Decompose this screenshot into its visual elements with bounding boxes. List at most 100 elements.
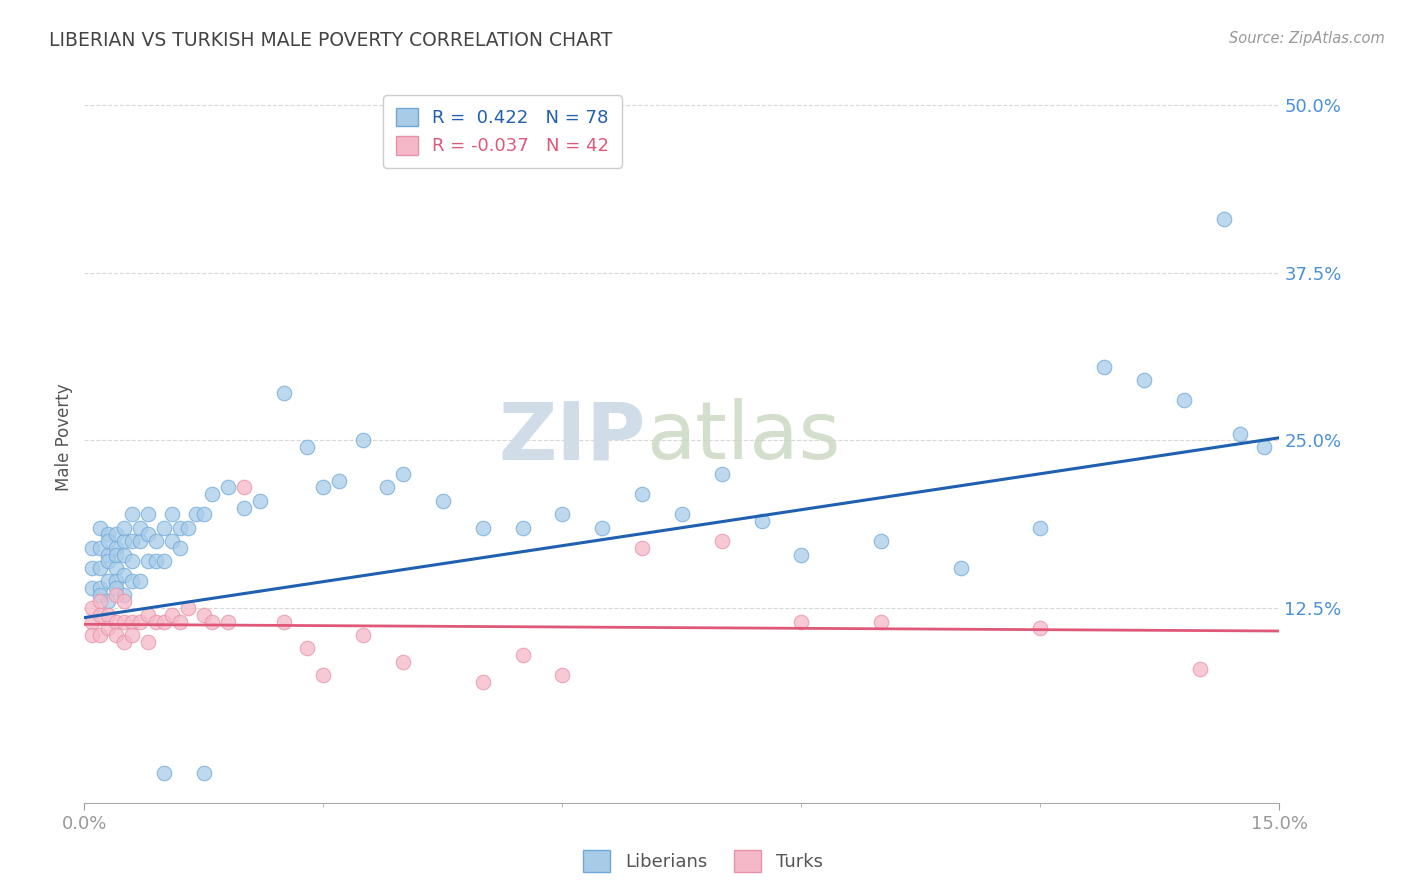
Point <box>153 766 176 780</box>
Point <box>201 487 224 501</box>
Point <box>89 607 111 622</box>
Point <box>312 668 335 682</box>
Point <box>89 541 111 555</box>
Point <box>105 581 128 595</box>
Text: Source: ZipAtlas.com: Source: ZipAtlas.com <box>1229 31 1385 46</box>
Point <box>97 554 120 568</box>
Point <box>193 508 215 522</box>
Point <box>97 574 120 589</box>
Point <box>97 621 120 635</box>
Point <box>375 480 398 494</box>
Point <box>297 440 319 454</box>
Y-axis label: Male Poverty: Male Poverty <box>55 384 73 491</box>
Point <box>105 574 128 589</box>
Point <box>145 534 167 549</box>
Point <box>105 615 128 629</box>
Point <box>471 521 494 535</box>
Point <box>273 615 295 629</box>
Point <box>105 548 128 562</box>
Point <box>352 434 374 448</box>
Point <box>217 615 239 629</box>
Point <box>112 588 135 602</box>
Point <box>136 527 159 541</box>
Point <box>121 508 143 522</box>
Point <box>790 615 813 629</box>
Point <box>790 548 813 562</box>
Point <box>129 615 152 629</box>
Point <box>97 594 120 608</box>
Point <box>710 467 733 481</box>
Point <box>710 534 733 549</box>
Point <box>121 554 143 568</box>
Point <box>136 634 159 648</box>
Point <box>1212 212 1234 227</box>
Point <box>249 493 271 508</box>
Point <box>870 615 893 629</box>
Point <box>112 521 135 535</box>
Point <box>82 581 104 595</box>
Point <box>136 554 159 568</box>
Point <box>160 607 183 622</box>
Point <box>153 615 176 629</box>
Point <box>591 521 613 535</box>
Point <box>105 561 128 575</box>
Point <box>105 628 128 642</box>
Point <box>751 514 773 528</box>
Point <box>471 675 494 690</box>
Point <box>121 534 143 549</box>
Point <box>1173 393 1195 408</box>
Point <box>551 668 574 682</box>
Point <box>112 634 135 648</box>
Point <box>82 561 104 575</box>
Legend: R =  0.422   N = 78, R = -0.037   N = 42: R = 0.422 N = 78, R = -0.037 N = 42 <box>384 95 621 168</box>
Point <box>169 615 191 629</box>
Point <box>112 534 135 549</box>
Point <box>89 561 111 575</box>
Point <box>671 508 693 522</box>
Point <box>153 521 176 535</box>
Point <box>1253 440 1275 454</box>
Point <box>551 508 574 522</box>
Point <box>136 508 159 522</box>
Point <box>177 521 200 535</box>
Point <box>89 588 111 602</box>
Point <box>112 567 135 582</box>
Point <box>1092 359 1115 374</box>
Point <box>512 648 534 662</box>
Point <box>121 615 143 629</box>
Point <box>145 554 167 568</box>
Point <box>153 554 176 568</box>
Text: LIBERIAN VS TURKISH MALE POVERTY CORRELATION CHART: LIBERIAN VS TURKISH MALE POVERTY CORRELA… <box>49 31 613 50</box>
Point <box>169 521 191 535</box>
Point <box>121 628 143 642</box>
Point <box>177 601 200 615</box>
Point <box>392 467 415 481</box>
Point <box>201 615 224 629</box>
Point <box>193 607 215 622</box>
Point <box>89 581 111 595</box>
Point <box>297 641 319 656</box>
Point <box>112 548 135 562</box>
Point <box>1188 662 1211 676</box>
Point <box>89 521 111 535</box>
Point <box>217 480 239 494</box>
Point <box>1133 373 1156 387</box>
Point <box>97 607 120 622</box>
Point <box>870 534 893 549</box>
Point <box>82 628 104 642</box>
Point <box>1229 426 1251 441</box>
Point <box>432 493 454 508</box>
Point <box>160 508 183 522</box>
Point <box>105 527 128 541</box>
Point <box>129 574 152 589</box>
Point <box>512 521 534 535</box>
Point <box>631 487 654 501</box>
Text: atlas: atlas <box>647 398 841 476</box>
Point <box>273 386 295 401</box>
Point <box>105 588 128 602</box>
Point <box>97 548 120 562</box>
Point <box>112 615 135 629</box>
Point <box>82 615 104 629</box>
Point <box>1029 521 1052 535</box>
Legend: Liberians, Turks: Liberians, Turks <box>576 843 830 879</box>
